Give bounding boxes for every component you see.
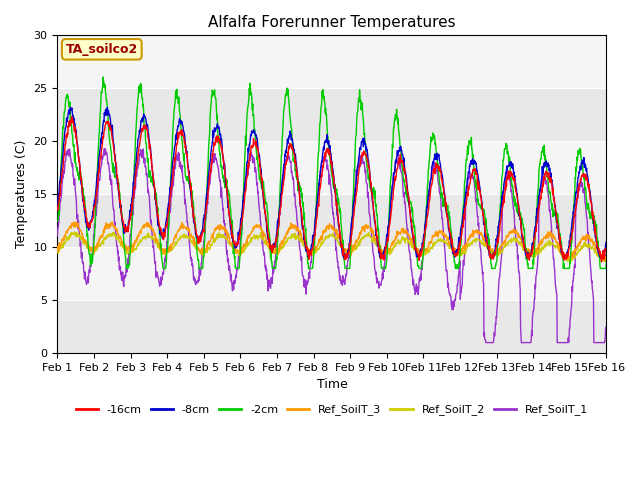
Line: Ref_SoilT_1: Ref_SoilT_1 [58,149,607,343]
Ref_SoilT_3 [603,255,611,261]
Ref_SoilT_1 [237,229,245,235]
Ref_SoilT_2 [71,229,79,235]
Ref_SoilT_1 [54,233,61,239]
Ref_SoilT_2 [601,259,609,264]
-16cm [68,114,76,120]
Ref_SoilT_1 [417,263,425,268]
Ref_SoilT_3 [538,237,545,242]
Ref_SoilT_1 [538,181,546,187]
Ref_SoilT_2 [176,236,184,241]
-2cm [418,265,426,271]
Ref_SoilT_2 [237,251,245,256]
Ref_SoilT_2 [490,251,497,256]
Line: -2cm: -2cm [58,77,607,268]
Bar [58,141,607,194]
-2cm [163,247,171,252]
-8cm [237,221,245,227]
-16cm [538,186,545,192]
-8cm [340,255,348,261]
X-axis label: Time: Time [317,378,348,392]
Ref_SoilT_1 [100,146,108,152]
-16cm [54,205,61,211]
Ref_SoilT_1 [482,340,490,346]
Ref_SoilT_2 [603,256,611,262]
-8cm [104,105,111,110]
Ref_SoilT_3 [176,227,184,233]
-2cm [99,74,107,80]
-2cm [123,265,131,271]
-2cm [490,265,497,271]
Ref_SoilT_3 [417,249,425,255]
Text: TA_soilco2: TA_soilco2 [66,43,138,56]
Ref_SoilT_1 [603,324,611,329]
Bar [58,247,607,300]
Line: Ref_SoilT_3: Ref_SoilT_3 [58,222,607,262]
Ref_SoilT_3 [163,250,170,256]
-2cm [54,218,61,224]
Title: Alfalfa Forerunner Temperatures: Alfalfa Forerunner Temperatures [208,15,456,30]
Ref_SoilT_2 [54,247,61,252]
Line: -8cm: -8cm [58,108,607,258]
Ref_SoilT_3 [237,251,245,257]
Line: -16cm: -16cm [58,117,607,262]
Line: Ref_SoilT_2: Ref_SoilT_2 [58,232,607,262]
Bar [58,36,607,88]
-2cm [177,113,184,119]
Ref_SoilT_3 [109,219,116,225]
Ref_SoilT_3 [490,248,497,254]
-8cm [54,208,61,214]
-8cm [490,250,497,256]
-16cm [417,250,425,255]
Ref_SoilT_2 [417,249,425,254]
-16cm [490,252,497,258]
-16cm [176,129,184,135]
Ref_SoilT_3 [602,259,609,264]
-16cm [237,223,245,228]
Y-axis label: Temperatures (C): Temperatures (C) [15,140,28,249]
Ref_SoilT_3 [54,246,61,252]
-2cm [238,233,246,239]
-8cm [418,247,426,252]
-8cm [176,118,184,123]
-8cm [538,172,546,178]
-16cm [603,245,611,251]
-2cm [603,257,611,263]
-16cm [598,259,605,264]
Ref_SoilT_1 [163,247,170,253]
Ref_SoilT_1 [490,339,497,345]
Ref_SoilT_2 [538,245,545,251]
-8cm [603,239,611,244]
Legend: -16cm, -8cm, -2cm, Ref_SoilT_3, Ref_SoilT_2, Ref_SoilT_1: -16cm, -8cm, -2cm, Ref_SoilT_3, Ref_Soil… [71,400,593,420]
-2cm [538,148,546,154]
-8cm [163,216,170,222]
Ref_SoilT_2 [163,249,170,254]
Ref_SoilT_1 [176,159,184,165]
-16cm [163,221,170,227]
